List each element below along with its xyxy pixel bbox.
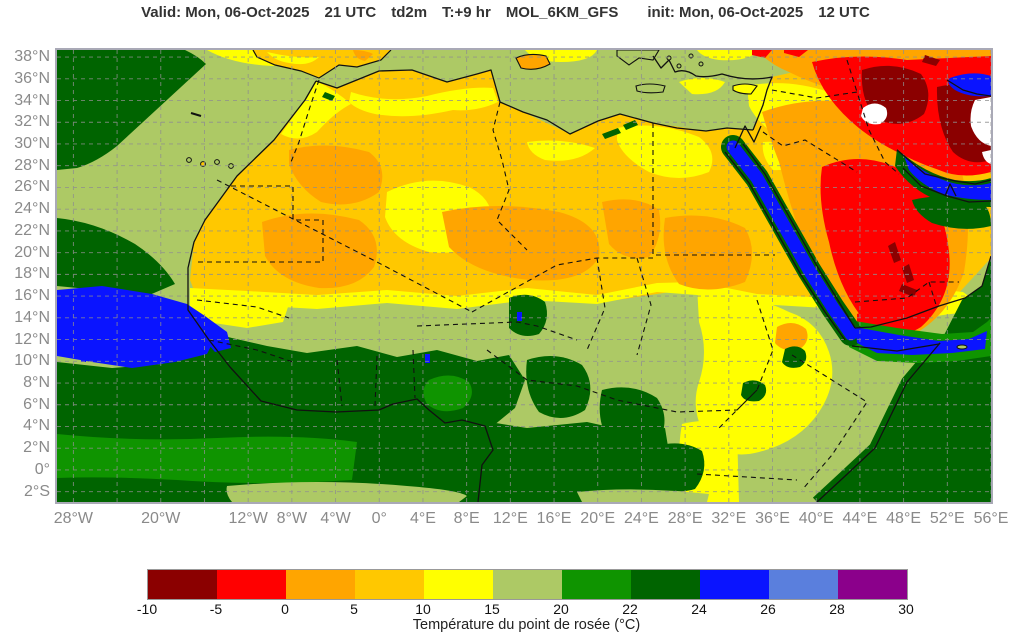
lon-tick-label: 20°E <box>580 510 616 527</box>
lat-tick-label: 12°N <box>14 330 50 348</box>
lat-tick-label: 18°N <box>14 265 50 283</box>
colorbar-tick-label: 30 <box>898 601 914 617</box>
colorbar <box>147 569 908 600</box>
graticule <box>57 50 991 502</box>
lon-tick-label: 28°E <box>667 510 703 527</box>
colorbar-segment-green <box>562 570 631 599</box>
lon-tick-label: 4°W <box>320 510 351 527</box>
colorbar-segment-purple <box>838 570 907 599</box>
colorbar-segment-red <box>217 570 286 599</box>
lon-tick-label: 28°W <box>53 510 94 527</box>
lon-tick-label: 4°E <box>409 510 436 527</box>
title-part: 12 UTC <box>818 4 870 21</box>
title-part: td2m <box>391 4 428 21</box>
lat-tick-label: 22°N <box>14 221 50 239</box>
map-white-regions <box>861 97 991 164</box>
lat-tick-label: 38°N <box>14 48 50 66</box>
colorbar-segment-cornflower-blue <box>769 570 838 599</box>
lon-tick-label: 0° <box>371 510 387 527</box>
title-part: 21 UTC <box>324 4 377 21</box>
lat-tick-label: 34°N <box>14 91 50 109</box>
title-part: MOL_6KM_GFS <box>505 4 619 21</box>
map-title: Valid: Mon, 06-Oct-2025 21 UTC td2m T:+9 hr… <box>0 4 1011 21</box>
coastlines <box>187 55 991 502</box>
lon-tick-label: 52°E <box>929 510 965 527</box>
lon-tick-label: 20°W <box>141 510 181 527</box>
colorbar-segment-dark-red <box>148 570 217 599</box>
lat-tick-label: 32°N <box>14 113 50 131</box>
colorbar-tick-label: 15 <box>484 601 500 617</box>
lon-tick-label: 8°E <box>453 510 480 527</box>
lat-tick-label: 30°N <box>14 134 50 152</box>
lat-tick-label: 16°N <box>14 287 50 305</box>
lat-tick-label: 8°N <box>23 374 50 392</box>
country-borders <box>195 59 959 491</box>
title-part: init: Mon, 06-Oct-2025 <box>647 4 804 21</box>
map-canvas <box>57 50 991 502</box>
lon-tick-label: 12°E <box>492 510 528 527</box>
lat-tick-label: 0° <box>34 460 50 478</box>
colorbar-tick-label: 10 <box>415 601 431 617</box>
title-part: Valid: Mon, 06-Oct-2025 <box>141 4 310 21</box>
lat-tick-label: 10°N <box>14 352 50 370</box>
lon-tick-label: 48°E <box>886 510 922 527</box>
lat-tick-label: 36°N <box>14 69 50 87</box>
colorbar-tick-label: 5 <box>350 601 358 617</box>
colorbar-caption: Température du point de rosée (°C) <box>412 617 641 633</box>
map-yellow-regions <box>190 50 975 502</box>
lon-tick-label: 32°E <box>711 510 747 527</box>
colorbar-tick-label: -5 <box>209 601 223 617</box>
colorbar-tick-label: 24 <box>691 601 707 617</box>
title-part: T:+9 hr <box>442 4 491 21</box>
lon-tick-label: 36°E <box>755 510 790 527</box>
lat-tick-label: 24°N <box>14 200 50 218</box>
lon-tick-label: 44°E <box>842 510 878 527</box>
colorbar-segment-yellow <box>424 570 493 599</box>
lon-tick-label: 8°W <box>276 510 308 527</box>
lat-tick-label: 2°S <box>24 482 50 500</box>
colorbar-segment-orange <box>286 570 355 599</box>
lon-tick-label: 16°E <box>536 510 572 527</box>
colorbar-tick-label: 0 <box>281 601 289 617</box>
lat-tick-label: 14°N <box>14 308 50 326</box>
lat-tick-label: 2°N <box>23 439 50 457</box>
map-area <box>55 48 993 504</box>
colorbar-tick-label: 22 <box>622 601 638 617</box>
colorbar-segment-dark-green <box>631 570 700 599</box>
colorbar-tick-label: 28 <box>829 601 845 617</box>
lon-tick-label: 40°E <box>798 510 834 527</box>
lat-tick-label: 26°N <box>14 178 50 196</box>
colorbar-segment-blue <box>700 570 769 599</box>
lat-tick-label: 20°N <box>14 243 50 261</box>
lat-tick-label: 4°N <box>23 417 50 435</box>
colorbar-tick-label: 20 <box>553 601 569 617</box>
lon-tick-label: 24°E <box>623 510 659 527</box>
lat-tick-label: 6°N <box>23 395 50 413</box>
lon-tick-label: 56°E <box>973 510 1009 527</box>
colorbar-segment-gold <box>355 570 424 599</box>
lat-tick-label: 28°N <box>14 156 50 174</box>
colorbar-tick-label: -10 <box>136 601 158 617</box>
colorbar-segment-yellow-green <box>493 570 562 599</box>
lon-tick-label: 12°W <box>228 510 268 527</box>
colorbar-tick-label: 26 <box>760 601 776 617</box>
map-sea-blue <box>57 73 991 368</box>
